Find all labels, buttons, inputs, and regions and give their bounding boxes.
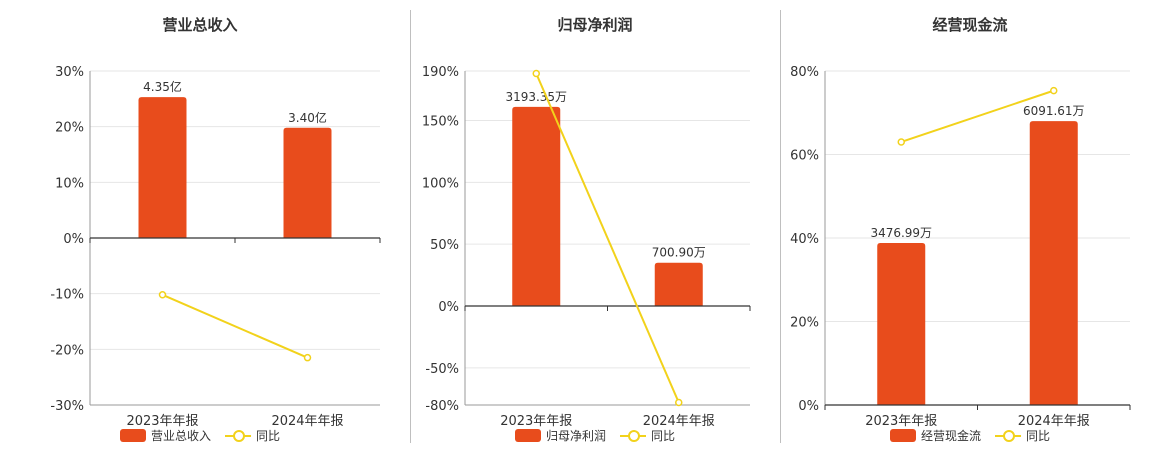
bar xyxy=(283,127,332,238)
panel-divider xyxy=(410,10,411,443)
y-tick-label: 190% xyxy=(422,65,459,80)
y-tick-label: 0% xyxy=(798,399,819,414)
x-tick-label: 2024年年报 xyxy=(643,414,715,429)
y-tick-label: -80% xyxy=(425,399,459,414)
y-tick-label: -20% xyxy=(50,343,84,358)
bar-data-label: 700.90万 xyxy=(652,246,706,260)
legend-bar-swatch xyxy=(889,429,916,442)
yoy-line xyxy=(900,89,1055,143)
y-tick-label: 50% xyxy=(430,238,459,253)
y-tick-label: -50% xyxy=(425,362,459,377)
bar xyxy=(512,106,561,307)
x-tick-label: 2023年年报 xyxy=(865,414,937,429)
y-tick-label: -30% xyxy=(50,399,84,414)
yoy-point xyxy=(897,138,905,146)
y-tick-label: 100% xyxy=(422,176,459,191)
bar-data-label: 3.40亿 xyxy=(288,110,327,125)
y-tick-label: 150% xyxy=(422,114,459,129)
legend-line-label: 同比 xyxy=(256,429,281,443)
y-tick-label: 30% xyxy=(55,65,84,80)
y-tick-label: 20% xyxy=(790,316,819,331)
y-tick-label: 0% xyxy=(63,232,84,247)
y-tick-label: -10% xyxy=(50,288,84,303)
yoy-line xyxy=(162,293,308,359)
chart-legend: 营业总收入 同比 xyxy=(0,427,400,444)
legend-line-swatch xyxy=(620,429,646,442)
bar-data-label: 6091.61万 xyxy=(1023,104,1085,118)
legend-bar-swatch xyxy=(514,429,541,442)
bar-data-label: 4.35亿 xyxy=(143,79,182,94)
yoy-point xyxy=(675,398,683,407)
y-tick-label: 10% xyxy=(55,176,84,191)
legend-bar-label: 归母净利润 xyxy=(545,429,606,443)
y-tick-label: 20% xyxy=(55,121,84,136)
legend-bar-label: 营业总收入 xyxy=(150,429,211,443)
y-tick-label: 0% xyxy=(438,300,459,315)
yoy-point xyxy=(303,353,312,362)
panel-divider xyxy=(780,10,781,443)
bar xyxy=(877,243,926,405)
yoy-point xyxy=(158,291,167,299)
net-profit-chart: 190% 150% 100% 50% 0% -50% -80% 3193.35万 700.90万… xyxy=(422,65,751,429)
y-tick-label: 80% xyxy=(790,65,819,80)
legend-line-swatch xyxy=(995,429,1021,442)
revenue-chart: 30% 20% 10% 0% -10% -20% -30% 4.35亿 3.40亿 2023年年报… xyxy=(50,65,381,429)
bar-data-label: 3476.99万 xyxy=(870,226,932,240)
chart-legend: 经营现金流 同比 xyxy=(780,427,1160,444)
y-tick-label: 40% xyxy=(790,232,819,247)
legend-bar-label: 经营现金流 xyxy=(920,429,981,443)
cash-flow-chart: 80% 60% 40% 20% 0% 3476.99万 6091.61万 2023年年报 202… xyxy=(790,65,1131,429)
chart-title: 经营现金流 xyxy=(932,16,1008,34)
revenue-chart-panel: 营业总收入 30% 20% 10% 0% -10% -20% -30% 4.35亿 3.40亿 2… xyxy=(0,0,400,450)
x-tick-label: 2024年年报 xyxy=(1018,414,1090,429)
legend-bar-swatch xyxy=(119,429,146,442)
chart-title: 营业总收入 xyxy=(162,16,238,34)
bar xyxy=(654,262,703,307)
x-tick-label: 2024年年报 xyxy=(271,414,343,429)
chart-title: 归母净利润 xyxy=(557,16,633,34)
y-tick-label: 60% xyxy=(790,149,819,164)
chart-legend: 归母净利润 同比 xyxy=(410,427,780,444)
yoy-point xyxy=(1050,86,1058,95)
yoy-point xyxy=(532,69,540,78)
legend-line-label: 同比 xyxy=(1026,429,1051,443)
bar-data-label: 3193.35万 xyxy=(505,90,567,104)
legend-line-swatch xyxy=(225,429,251,442)
x-tick-label: 2023年年报 xyxy=(126,414,198,429)
bar xyxy=(1029,121,1078,405)
legend-line-label: 同比 xyxy=(651,429,676,443)
bar xyxy=(138,97,187,238)
cash-flow-chart-panel: 经营现金流 80% 60% 40% 20% 0% 3476.99万 6091.61万 2023… xyxy=(780,0,1160,450)
yoy-line xyxy=(535,73,680,403)
net-profit-chart-panel: 归母净利润 190% 150% 100% 50% 0% -50% -80% 3193.35万 7… xyxy=(410,0,780,450)
x-tick-label: 2023年年报 xyxy=(500,414,572,429)
